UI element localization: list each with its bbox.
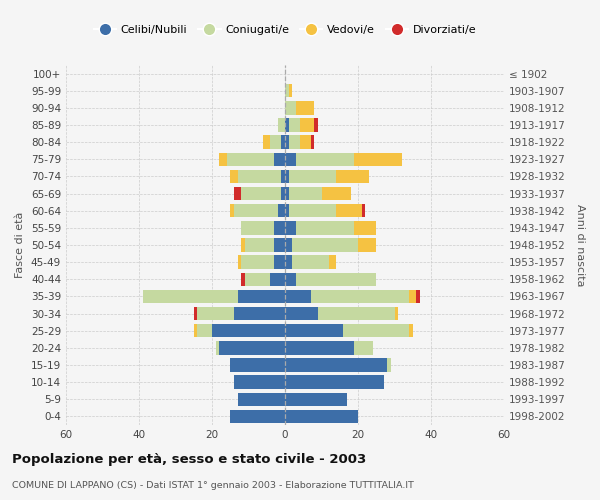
Bar — [263, 136, 271, 149]
Bar — [197, 324, 212, 338]
Bar — [241, 272, 245, 286]
Bar — [274, 152, 285, 166]
Bar — [285, 256, 292, 269]
Bar — [285, 358, 387, 372]
Bar — [409, 290, 416, 303]
Bar — [238, 170, 281, 183]
Bar — [355, 221, 376, 234]
Bar — [230, 358, 285, 372]
Bar — [285, 392, 347, 406]
Bar — [387, 358, 391, 372]
Bar — [355, 341, 373, 354]
Bar — [285, 101, 296, 114]
Bar — [215, 341, 220, 354]
Bar — [314, 118, 318, 132]
Bar — [336, 170, 369, 183]
Bar — [234, 307, 285, 320]
Bar — [278, 118, 285, 132]
Bar — [274, 238, 285, 252]
Bar — [416, 290, 420, 303]
Bar — [299, 118, 314, 132]
Bar — [220, 152, 227, 166]
Bar — [281, 170, 285, 183]
Bar — [285, 84, 289, 98]
Bar — [285, 272, 296, 286]
Bar — [285, 324, 343, 338]
Bar — [220, 341, 285, 354]
Bar — [289, 204, 336, 218]
Bar — [274, 221, 285, 234]
Bar — [311, 136, 314, 149]
Bar — [281, 136, 285, 149]
Bar — [362, 204, 365, 218]
Bar — [318, 307, 395, 320]
Bar — [238, 392, 285, 406]
Bar — [271, 272, 285, 286]
Bar — [230, 410, 285, 423]
Y-axis label: Fasce di età: Fasce di età — [16, 212, 25, 278]
Bar — [238, 290, 285, 303]
Bar — [289, 170, 336, 183]
Bar — [285, 290, 311, 303]
Bar — [343, 324, 409, 338]
Bar — [234, 204, 278, 218]
Y-axis label: Anni di nascita: Anni di nascita — [575, 204, 585, 286]
Bar — [329, 256, 336, 269]
Bar — [299, 136, 311, 149]
Text: COMUNE DI LAPPANO (CS) - Dati ISTAT 1° gennaio 2003 - Elaborazione TUTTITALIA.IT: COMUNE DI LAPPANO (CS) - Dati ISTAT 1° g… — [12, 481, 414, 490]
Bar — [285, 221, 296, 234]
Bar — [245, 272, 271, 286]
Bar — [241, 256, 274, 269]
Bar — [355, 152, 402, 166]
Bar — [285, 204, 289, 218]
Bar — [289, 136, 299, 149]
Bar — [289, 187, 322, 200]
Legend: Celibi/Nubili, Coniugati/e, Vedovi/e, Divorziati/e: Celibi/Nubili, Coniugati/e, Vedovi/e, Di… — [89, 20, 481, 39]
Bar — [197, 307, 234, 320]
Bar — [212, 324, 285, 338]
Bar — [234, 376, 285, 389]
Bar — [285, 307, 318, 320]
Bar — [289, 84, 292, 98]
Bar — [289, 118, 299, 132]
Bar — [194, 324, 197, 338]
Bar — [241, 221, 274, 234]
Bar — [194, 307, 197, 320]
Bar — [227, 152, 274, 166]
Bar — [358, 238, 376, 252]
Bar — [296, 272, 376, 286]
Bar — [292, 256, 329, 269]
Text: Popolazione per età, sesso e stato civile - 2003: Popolazione per età, sesso e stato civil… — [12, 452, 366, 466]
Bar — [241, 238, 245, 252]
Bar — [278, 204, 285, 218]
Bar — [336, 204, 362, 218]
Bar — [285, 136, 289, 149]
Bar — [285, 376, 383, 389]
Bar — [271, 136, 281, 149]
Bar — [285, 187, 289, 200]
Bar — [143, 290, 238, 303]
Bar — [245, 238, 274, 252]
Bar — [292, 238, 358, 252]
Bar — [285, 152, 296, 166]
Bar — [296, 101, 314, 114]
Bar — [285, 410, 358, 423]
Bar — [296, 152, 355, 166]
Bar — [296, 221, 355, 234]
Bar — [281, 187, 285, 200]
Bar — [311, 290, 409, 303]
Bar — [285, 238, 292, 252]
Bar — [285, 118, 289, 132]
Bar — [230, 170, 238, 183]
Bar — [285, 170, 289, 183]
Bar — [234, 187, 241, 200]
Bar — [322, 187, 350, 200]
Bar — [238, 256, 241, 269]
Bar — [230, 204, 234, 218]
Bar — [241, 187, 281, 200]
Bar — [409, 324, 413, 338]
Bar — [395, 307, 398, 320]
Bar — [285, 341, 355, 354]
Bar — [274, 256, 285, 269]
